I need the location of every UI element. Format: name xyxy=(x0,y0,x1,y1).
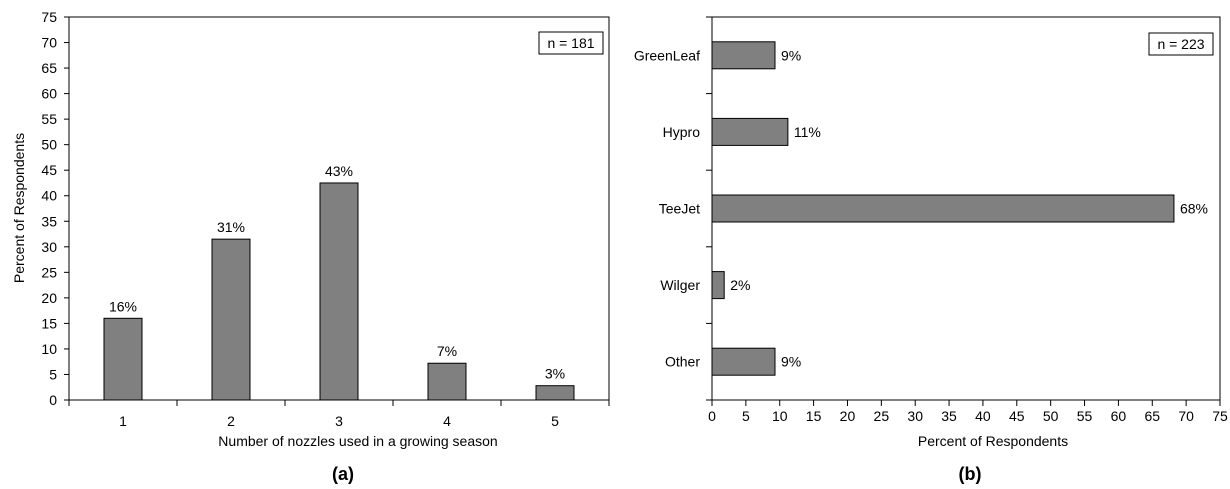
chart-b-category-label: Other xyxy=(665,354,700,370)
chart-b-xtick-label: 60 xyxy=(1111,408,1127,424)
chart-a-ytick-label: 15 xyxy=(41,315,57,331)
chart-b-xtick-label: 5 xyxy=(742,408,750,424)
chart-a-data-label: 16% xyxy=(109,298,137,314)
chart-b-xtick-label: 45 xyxy=(1009,408,1025,424)
chart-a-ytick-label: 35 xyxy=(41,213,57,229)
chart-a-xtick-label: 5 xyxy=(551,413,559,429)
chart-b-xtick-label: 25 xyxy=(874,408,890,424)
chart-a-ytick-label: 45 xyxy=(41,162,57,178)
chart-b-category-label: Wilger xyxy=(660,277,700,293)
chart-a-xtick-label: 2 xyxy=(227,413,235,429)
chart-b-xtick-label: 30 xyxy=(907,408,923,424)
chart-a-ylabel: Percent of Respondents xyxy=(11,133,27,283)
chart-a-ytick-label: 5 xyxy=(49,366,57,382)
chart-a-bar-2 xyxy=(211,238,251,401)
chart-b-bar-hypro xyxy=(711,117,789,146)
chart-a-bar-1 xyxy=(103,317,143,401)
chart-b-xtick-label: 15 xyxy=(806,408,822,424)
chart-b-bar-teejet xyxy=(711,194,1175,223)
chart-b-data-label: 2% xyxy=(730,277,750,293)
chart-b-category-label: GreenLeaf xyxy=(634,47,700,63)
chart-b-data-label: 9% xyxy=(781,47,801,63)
chart-a-xtick-label: 1 xyxy=(119,413,127,429)
chart-a-ytick-label: 75 xyxy=(41,9,57,25)
chart-a-ytick-label: 30 xyxy=(41,239,57,255)
chart-b-xtick-label: 65 xyxy=(1144,408,1160,424)
chart-b-xtick-label: 55 xyxy=(1077,408,1093,424)
chart-b-xtick-label: 40 xyxy=(975,408,991,424)
chart-b-bar-greenleaf xyxy=(711,41,776,70)
chart-b-y-axis: GreenLeaf Hypro TeeJet Wilger Other xyxy=(634,16,712,401)
chart-b-bar-wilger xyxy=(711,271,725,300)
chart-b-xtick-label: 50 xyxy=(1043,408,1059,424)
chart-a-xtick-label: 4 xyxy=(443,413,451,429)
chart-b-n-annotation: n = 223 xyxy=(1157,36,1204,52)
chart-a-bars: 16% 31% 43% 7% 3% xyxy=(103,163,575,401)
chart-a-y-axis: 0 5 10 15 20 25 30 35 40 45 50 55 60 65 70 75 xyxy=(41,9,69,408)
chart-b-data-label: 11% xyxy=(794,124,821,140)
chart-b-xtick-label: 75 xyxy=(1212,408,1228,424)
chart-a-data-label: 7% xyxy=(437,343,457,359)
chart-a-ytick-label: 25 xyxy=(41,264,57,280)
chart-a-data-label: 31% xyxy=(217,219,245,235)
chart-a-ytick-label: 70 xyxy=(41,35,57,51)
chart-a-ytick-label: 40 xyxy=(41,188,57,204)
chart-a-bar-4 xyxy=(427,362,467,401)
chart-a-bar-3 xyxy=(319,182,359,401)
chart-a-ytick-label: 65 xyxy=(41,60,57,76)
chart-b-xtick-label: 0 xyxy=(708,408,716,424)
chart-a-x-axis: 1 2 3 4 5 xyxy=(68,400,610,429)
chart-a-bar-5 xyxy=(535,385,575,401)
chart-a-n-box xyxy=(538,31,604,55)
chart-b-bar-other xyxy=(711,347,776,376)
chart-b-xlabel: Percent of Respondents xyxy=(918,433,1068,449)
chart-a-data-label: 43% xyxy=(325,163,353,179)
chart-a-panel-label: (a) xyxy=(332,464,354,484)
chart-a-ytick-label: 0 xyxy=(49,392,57,408)
chart-a-ytick-label: 60 xyxy=(41,86,57,102)
chart-b-xtick-label: 70 xyxy=(1178,408,1194,424)
chart-b-n-box xyxy=(1148,32,1214,56)
chart-a-xlabel: Number of nozzles used in a growing seas… xyxy=(218,433,497,449)
chart-a-xtick-label: 3 xyxy=(335,413,343,429)
chart-b-data-label: 9% xyxy=(781,354,801,370)
chart-b-data-label: 68% xyxy=(1180,201,1208,217)
chart-b-xtick-label: 20 xyxy=(840,408,856,424)
chart-b-category-label: Hypro xyxy=(663,124,701,140)
chart-a-ytick-label: 50 xyxy=(41,137,57,153)
chart-a-ytick-label: 20 xyxy=(41,290,57,306)
chart-a-ytick-label: 55 xyxy=(41,111,57,127)
chart-a-n-annotation: n = 181 xyxy=(547,35,594,51)
chart-b-x-axis: 0 5 10 15 20 25 30 35 40 45 50 55 60 65 70 75 xyxy=(708,400,1228,424)
chart-b: 0 5 10 15 20 25 30 35 40 45 50 55 60 65 70 75 GreenLeaf… xyxy=(634,16,1228,484)
chart-b-category-label: TeeJet xyxy=(659,201,700,217)
chart-b-panel-label: (b) xyxy=(959,464,982,484)
chart-b-xtick-label: 10 xyxy=(772,408,788,424)
chart-a-data-label: 3% xyxy=(545,366,565,382)
chart-a-ytick-label: 10 xyxy=(41,341,57,357)
chart-b-bars: 9% 11% 68% 2% 9% xyxy=(711,41,1208,376)
chart-b-xtick-label: 35 xyxy=(941,408,957,424)
